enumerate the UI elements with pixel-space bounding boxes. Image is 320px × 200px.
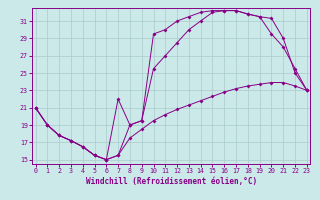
X-axis label: Windchill (Refroidissement éolien,°C): Windchill (Refroidissement éolien,°C) <box>86 177 257 186</box>
